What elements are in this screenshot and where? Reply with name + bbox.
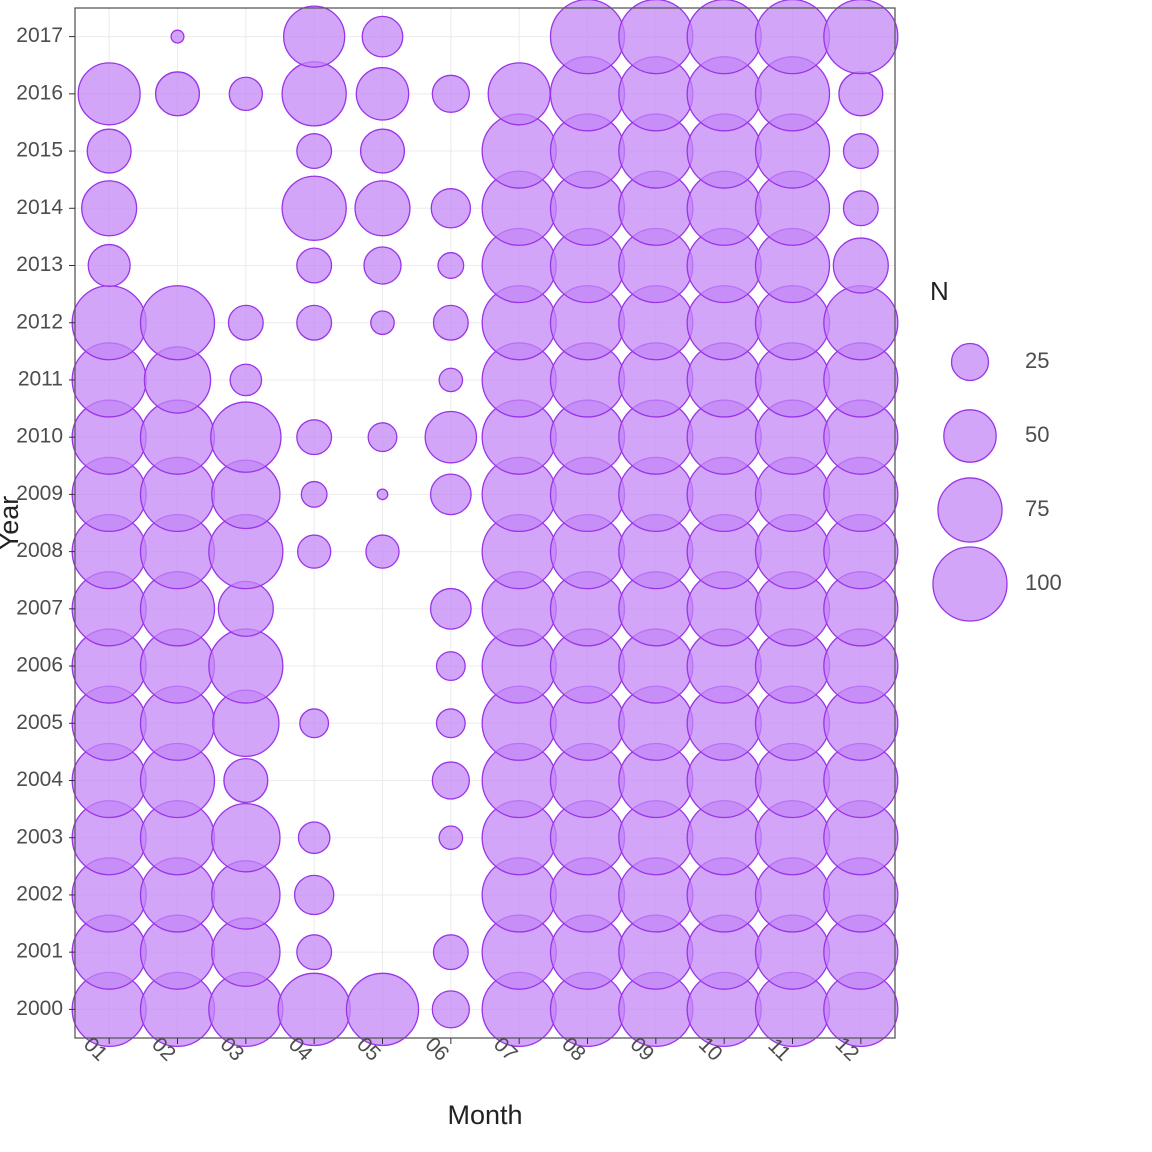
bubble <box>431 189 470 228</box>
bubble <box>301 482 327 508</box>
y-tick-label: 2013 <box>16 253 63 276</box>
legend-label: 25 <box>1025 348 1049 373</box>
bubble <box>433 935 468 970</box>
bubble <box>156 72 200 116</box>
y-tick-label: 2007 <box>16 596 63 619</box>
bubble <box>224 759 268 803</box>
bubble <box>297 935 332 970</box>
bubble <box>229 77 262 110</box>
bubble <box>82 181 137 236</box>
bubble <box>843 134 878 169</box>
bubble <box>364 247 401 284</box>
bubble <box>366 535 399 568</box>
bubble <box>282 176 346 240</box>
bubble <box>355 181 410 236</box>
bubble <box>843 191 878 226</box>
bubble <box>284 6 345 67</box>
legend-title: N <box>930 276 949 306</box>
bubble <box>833 238 888 293</box>
bubble <box>297 134 332 169</box>
bubble <box>87 129 131 173</box>
bubble <box>377 489 387 499</box>
bubble <box>437 709 466 738</box>
legend-bubble <box>952 344 989 381</box>
y-tick-label: 2010 <box>16 425 63 448</box>
bubble <box>298 822 329 853</box>
bubble <box>230 364 261 395</box>
bubble <box>72 286 146 360</box>
bubble-grid-chart: 0102030405060708091011122000200120022003… <box>0 0 1152 1152</box>
bubble <box>282 62 346 126</box>
bubble <box>171 30 184 43</box>
bubble <box>439 368 462 391</box>
legend-bubble <box>933 547 1007 621</box>
bubble <box>88 245 130 287</box>
bubble <box>300 709 329 738</box>
bubble <box>371 311 394 334</box>
bubble <box>368 423 397 452</box>
x-axis-title: Month <box>447 1100 522 1130</box>
bubble <box>278 973 350 1045</box>
legend-label: 50 <box>1025 422 1049 447</box>
legend-bubble <box>944 410 996 462</box>
y-tick-label: 2003 <box>16 825 63 848</box>
bubble <box>439 826 462 849</box>
bubble <box>756 0 830 74</box>
y-axis-title: Year <box>0 496 24 551</box>
legend-label: 100 <box>1025 570 1062 595</box>
legend-bubble <box>938 478 1002 542</box>
bubble <box>433 305 468 340</box>
bubble <box>839 72 883 116</box>
bubble <box>488 63 550 125</box>
bubble <box>346 973 418 1045</box>
bubble <box>551 0 625 74</box>
bubble <box>228 305 263 340</box>
bubble <box>824 0 898 74</box>
bubble <box>78 63 140 125</box>
bubble <box>297 305 332 340</box>
bubble <box>824 286 898 360</box>
bubble <box>432 762 469 799</box>
y-tick-label: 2002 <box>16 882 63 905</box>
bubble <box>432 75 469 112</box>
bubble <box>438 253 464 279</box>
bubble <box>425 412 476 463</box>
bubble <box>356 68 408 120</box>
bubble <box>295 875 334 914</box>
bubble <box>211 402 281 472</box>
bubble <box>432 991 469 1028</box>
bubble <box>431 474 472 515</box>
y-tick-label: 2017 <box>16 24 63 47</box>
bubble <box>141 286 215 360</box>
y-tick-label: 2004 <box>16 768 63 791</box>
y-tick-label: 2000 <box>16 997 63 1020</box>
bubble <box>687 0 761 74</box>
legend-label: 75 <box>1025 496 1049 521</box>
bubble <box>298 535 331 568</box>
y-tick-label: 2012 <box>16 310 63 333</box>
bubble <box>437 652 466 681</box>
y-tick-label: 2001 <box>16 940 63 963</box>
y-tick-label: 2016 <box>16 81 63 104</box>
bubble <box>297 248 332 283</box>
bubble <box>218 581 273 636</box>
bubble <box>212 804 280 872</box>
bubble <box>431 589 472 630</box>
bubble <box>619 0 693 74</box>
bubble <box>209 629 283 703</box>
bubble <box>361 129 405 173</box>
y-tick-label: 2005 <box>16 711 63 734</box>
y-tick-label: 2015 <box>16 139 63 162</box>
bubble <box>297 420 332 455</box>
y-tick-label: 2006 <box>16 654 63 677</box>
bubble <box>362 16 403 57</box>
y-tick-label: 2014 <box>16 196 63 219</box>
y-tick-label: 2011 <box>18 367 63 390</box>
